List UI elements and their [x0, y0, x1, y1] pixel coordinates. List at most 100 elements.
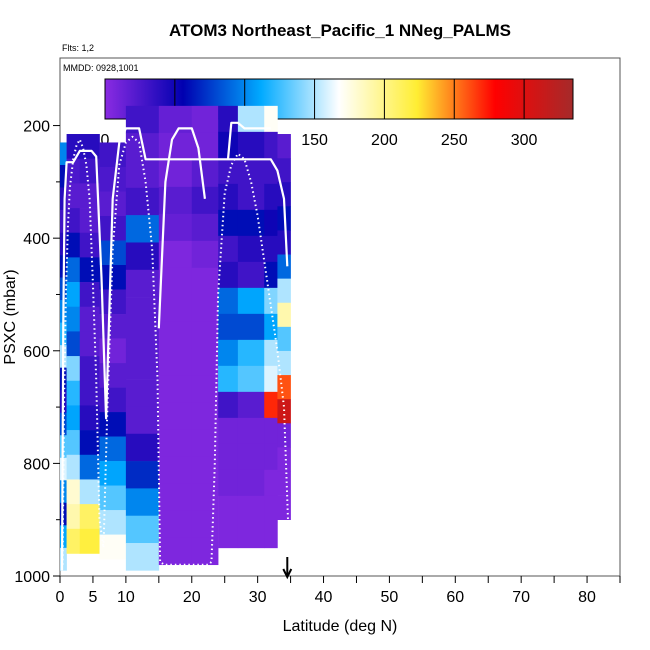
heatmap-cell — [191, 429, 219, 458]
x-tick-label: 40 — [315, 589, 333, 606]
heatmap-cell — [191, 402, 219, 431]
x-axis-label: Latitude (deg N) — [283, 618, 398, 635]
heatmap-cell — [264, 183, 278, 211]
heatmap-cell — [79, 183, 100, 209]
heatmap-cell — [218, 495, 239, 523]
heatmap-cell — [237, 235, 265, 263]
heatmap-cell — [66, 454, 81, 480]
heatmap-cell — [125, 461, 160, 489]
flight-profiles — [60, 121, 289, 571]
heatmap-cell — [125, 406, 160, 435]
heatmap-cell — [277, 495, 291, 520]
flight-profile-line — [157, 127, 206, 329]
heatmap-cell — [99, 387, 127, 413]
heatmap-cell — [158, 456, 193, 485]
heatmap-cell — [125, 242, 160, 271]
flight-profile-line — [226, 121, 271, 160]
dates-label: MMDD: 0928,1001 — [63, 63, 139, 73]
heatmap-cell — [60, 187, 67, 211]
heatmap-cell — [237, 183, 265, 211]
x-tick-label: 80 — [578, 589, 596, 606]
heatmap-cell — [79, 331, 100, 357]
heatmap-cell — [125, 297, 160, 325]
colorbar-tick-label: 300 — [511, 132, 538, 149]
heatmap-cell — [66, 479, 81, 505]
heatmap-cell — [66, 405, 81, 431]
heatmap-cell — [191, 348, 219, 377]
heatmap-cell — [277, 230, 291, 255]
heatmap-cell — [66, 257, 81, 283]
heatmap-cell — [218, 209, 239, 237]
heatmap-cell — [277, 254, 291, 279]
heatmap-cell — [218, 521, 239, 549]
heatmap-cell — [66, 528, 81, 554]
heatmap-cell — [218, 105, 239, 133]
heatmap-cell — [264, 443, 278, 471]
heatmap-cell — [99, 240, 127, 266]
heatmap-cell — [125, 269, 160, 298]
heatmap-cell — [158, 267, 193, 296]
heatmap-cell — [125, 215, 160, 243]
heatmap-cell — [79, 405, 100, 431]
heatmap-cell — [79, 257, 100, 283]
heatmap-cell — [237, 157, 265, 185]
heatmap-cell — [125, 433, 160, 462]
heatmap-cell — [60, 142, 67, 166]
heatmap-cell — [99, 412, 127, 437]
y-tick-label: 800 — [23, 456, 50, 473]
heatmap-cell — [218, 443, 239, 471]
heatmap-cell — [66, 331, 81, 357]
heatmap-cell — [99, 461, 127, 486]
heatmap-cell — [158, 429, 193, 458]
heatmap-cell — [125, 351, 160, 380]
heatmap-cell — [158, 240, 193, 269]
heatmap-cell — [79, 504, 100, 530]
heatmap-cell — [99, 485, 127, 511]
y-tick-label: 400 — [23, 231, 50, 248]
heatmap-cell — [237, 417, 265, 445]
heatmap-cell — [277, 399, 291, 424]
heatmap-cell — [66, 504, 81, 530]
heatmap-cell — [264, 365, 278, 393]
x-tick-label: 70 — [512, 589, 530, 606]
heatmap-cell — [218, 469, 239, 497]
x-tick-label: 50 — [381, 589, 399, 606]
y-tick-label: 1000 — [14, 569, 50, 586]
heatmap-cell — [237, 443, 265, 471]
heatmap-cell — [191, 159, 219, 188]
heatmap-cell — [125, 488, 160, 517]
colorbar-tick-label: 150 — [301, 132, 328, 149]
heatmap-cell — [264, 235, 278, 263]
heatmap-cell — [79, 306, 100, 332]
heatmap-cell — [191, 483, 219, 512]
heatmap-cell — [237, 261, 265, 289]
heatmap-cell — [79, 232, 100, 258]
heatmap-cell — [277, 375, 291, 400]
heatmap-cell — [264, 287, 278, 315]
heatmap-cell — [218, 235, 239, 263]
heatmap-cell — [218, 183, 239, 211]
heatmap-cell — [79, 356, 100, 382]
heatmap-cell — [277, 471, 291, 496]
heatmap-cell — [158, 159, 193, 188]
x-tick-label: 0 — [56, 589, 65, 606]
heatmap-cell — [277, 423, 291, 448]
heatmap-cell — [158, 321, 193, 350]
heatmap-cell — [264, 495, 278, 523]
heatmap-cell — [264, 339, 278, 367]
heatmap-cell — [277, 447, 291, 472]
heatmap-cell — [191, 213, 219, 242]
heatmap-cell — [79, 528, 100, 554]
heatmap-cell — [79, 479, 100, 505]
y-tick-label: 600 — [23, 344, 50, 361]
heatmap-cell — [191, 537, 219, 566]
flight-profile-line — [60, 127, 289, 571]
heatmap-cell — [218, 157, 239, 185]
heatmap-cell — [79, 454, 100, 480]
heatmap-cell — [99, 289, 127, 315]
heatmap-cell — [218, 391, 239, 419]
heatmap-cell — [277, 350, 291, 376]
axes: 0 5 10 20 30 40 50 60 70 80 200 400 600 800 1000 — [14, 119, 621, 606]
heatmap-cell — [125, 379, 160, 407]
